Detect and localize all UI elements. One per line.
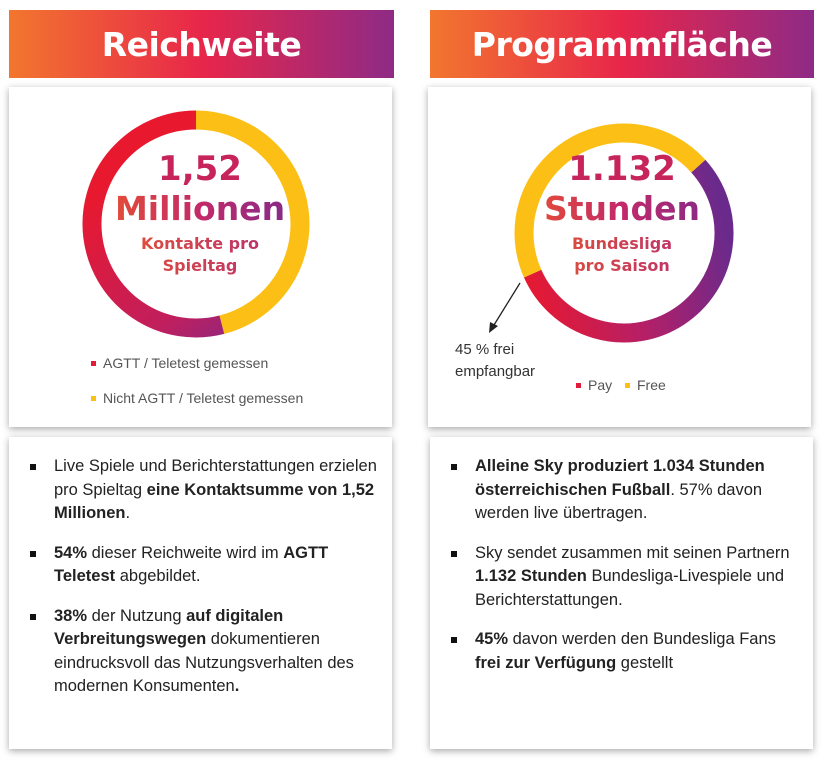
reichweite-number: 1,52 [158,149,242,189]
legend-label-agtt: AGTT / Teletest gemessen [103,355,269,371]
reichweite-sub-1: Kontakte pro [100,233,300,255]
legend-item-agtt: AGTT / Teletest gemessen [91,355,268,371]
reichweite-sub-2: Spieltag [100,255,300,277]
reichweite-center-label: 1,52 Millionen Kontakte pro Spieltag [100,149,300,277]
reichweite-bullet-list: Live Spiele und Berichterstattungen erzi… [27,455,378,715]
programmflaeche-sub-1: Bundesliga [522,233,722,255]
free-callout-line-1: 45 % frei [455,341,515,358]
legend-label-nicht-agtt: Nicht AGTT / Teletest gemessen [103,390,304,406]
reichweite-donut-chart [82,110,310,338]
legend-swatch-pay [576,382,581,388]
reichweite-banner: Reichweite [9,10,394,78]
free-callout: 45 % frei empfangbar [455,339,535,383]
legend-label-free: Free [637,377,666,393]
legend-item-pay: Pay [576,377,612,393]
programmflaeche-donut-chart [489,123,734,343]
reichweite-bullet-1: Live Spiele und Berichterstattungen erzi… [27,455,378,526]
reichweite-bullet-3: 38% der Nutzung auf digitalen Verbreitun… [27,605,378,699]
donut-slice-nicht-agtt [195,110,310,334]
programmflaeche-bullet-list: Alleine Sky produziert 1.034 Stunden öst… [448,455,799,691]
legend-swatch-red [91,360,96,366]
legend-item-free: Free [625,377,666,393]
reichweite-bullet-2: 54% dieser Reichweite wird im AGTT Telet… [27,542,378,589]
legend-swatch-yellow [91,395,96,401]
programmflaeche-bullet-1: Alleine Sky produziert 1.034 Stunden öst… [448,455,799,526]
donut-slice-agtt [82,110,225,338]
legend-label-pay: Pay [588,377,613,393]
donut-slice-pay [523,159,734,343]
callout-arrow-line [493,282,521,326]
legend-item-nicht-agtt: Nicht AGTT / Teletest gemessen [91,390,303,406]
programmflaeche-chart-card: 1.132 Stunden Bundesliga pro Saison 45 %… [428,87,811,427]
reichweite-unit: Millionen [100,189,300,229]
programmflaeche-text-card: Alleine Sky produziert 1.034 Stunden öst… [430,437,813,749]
programmflaeche-banner: Programmfläche [430,10,814,78]
programmflaeche-bullet-2: Sky sendet zusammen mit seinen Partnern … [448,542,799,613]
programmflaeche-number: 1.132 [568,149,676,189]
reichweite-text-card: Live Spiele und Berichterstattungen erzi… [9,437,392,749]
programmflaeche-bullet-3: 45% davon werden den Bundesliga Fans fre… [448,628,799,675]
programmflaeche-sub-2: pro Saison [522,255,722,277]
callout-arrow-head [489,322,498,333]
legend-swatch-free [625,382,630,388]
donut-slice-free [514,123,706,278]
programmflaeche-center-label: 1.132 Stunden Bundesliga pro Saison [522,149,722,277]
programmflaeche-title: Programmfläche [471,24,773,64]
reichweite-title: Reichweite [101,24,302,64]
programmflaeche-unit: Stunden [522,189,722,229]
free-callout-line-2: empfangbar [455,363,536,380]
reichweite-chart-card: 1,52 Millionen Kontakte pro Spieltag AGT… [9,87,392,427]
